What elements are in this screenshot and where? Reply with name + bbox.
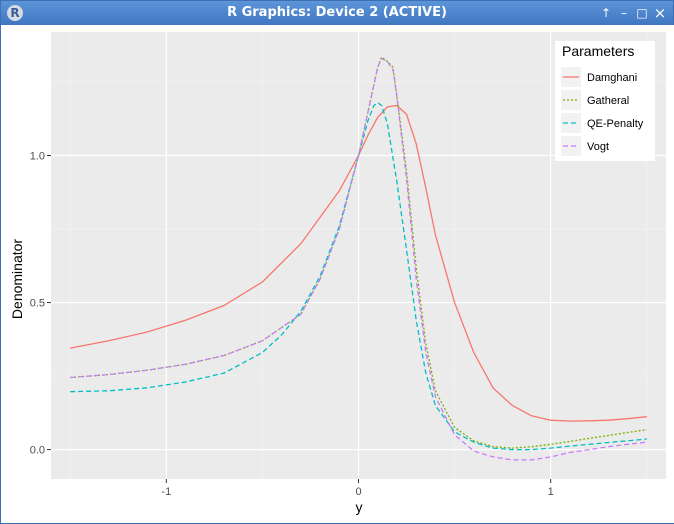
- legend-label: Gatheral: [587, 95, 629, 107]
- series-line-vogt: [70, 57, 647, 461]
- maximize-icon[interactable]: □: [636, 6, 648, 20]
- y-tick-label: 0.5: [30, 298, 45, 310]
- legend-label: QE-Penalty: [587, 118, 644, 130]
- axes: -1 0 1 0.0 0.5 1.0: [30, 151, 554, 498]
- y-tick-label: 0.0: [30, 445, 45, 457]
- series-line-damghani: [70, 104, 647, 422]
- r-logo-icon: R: [7, 5, 23, 21]
- close-icon[interactable]: ×: [653, 4, 667, 22]
- minimize-icon[interactable]: –: [621, 6, 627, 20]
- window-title: R Graphics: Device 2 (ACTIVE): [227, 5, 447, 20]
- series-lines: [70, 55, 647, 461]
- legend-title: Parameters: [562, 43, 634, 59]
- x-tick-label: -1: [161, 486, 171, 498]
- x-tick-label: 0: [355, 486, 361, 498]
- x-tick-label: 1: [548, 486, 554, 498]
- title-bar[interactable]: R R Graphics: Device 2 (ACTIVE) ↑ – □ ×: [1, 1, 673, 25]
- legend-label: Vogt: [587, 141, 609, 153]
- line-chart: -1 0 1 0.0 0.5 1.0 y Denominator Parameters D…: [2, 25, 674, 523]
- legend: Parameters Damghani Gatheral QE-Penalty Vog…: [555, 41, 655, 161]
- legend-label: Damghani: [587, 72, 637, 84]
- series-line-qe-penalty: [70, 101, 647, 451]
- y-axis-label: Denominator: [9, 239, 25, 319]
- up-arrow-icon[interactable]: ↑: [600, 6, 612, 20]
- x-axis-label: y: [356, 499, 363, 515]
- y-tick-label: 1.0: [30, 151, 45, 163]
